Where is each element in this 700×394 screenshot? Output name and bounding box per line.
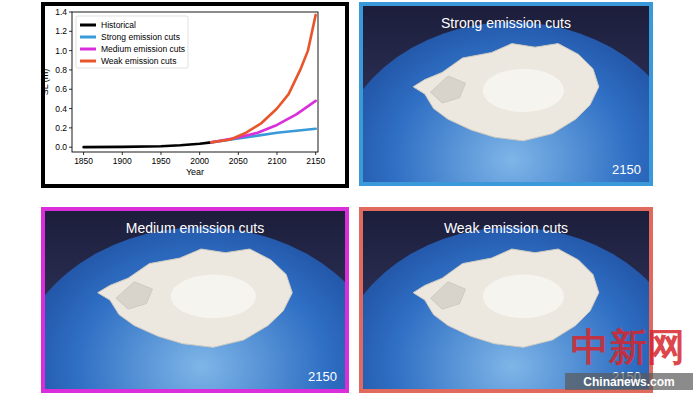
ocean <box>361 227 651 391</box>
ocean <box>43 227 347 391</box>
panel-frame <box>43 209 347 391</box>
figure: 0.0 0.2 0.4 0.6 0.8 1.0 1.2 1.4 1850 1900 1950 2000… <box>0 0 700 394</box>
panel-image <box>43 209 347 391</box>
watermark-site: Chinanews.com <box>583 375 674 389</box>
ice-shelf <box>431 76 466 103</box>
ice-dome <box>483 275 564 319</box>
y-tick-label: 1.4 <box>55 7 67 17</box>
watermark-band <box>565 373 693 390</box>
legend-label: Strong emission cuts <box>101 32 180 42</box>
antarctica-panel: Medium emission cuts 2150 <box>13 209 390 394</box>
legend-label: Weak emission cuts <box>101 56 176 66</box>
y-tick-label: 0.8 <box>55 65 67 75</box>
y-tick-label: 0.4 <box>55 104 67 114</box>
legend-box <box>76 16 188 68</box>
watermark-logo: 中新网 <box>571 325 685 369</box>
ice-dome <box>483 69 564 112</box>
x-tick-label: 2150 <box>306 156 325 166</box>
legend-label: Historical <box>101 20 136 30</box>
series-line <box>84 142 212 147</box>
panel-title: Strong emission cuts <box>441 15 571 31</box>
ice-sheet <box>413 44 599 141</box>
series-line <box>211 15 315 142</box>
legend-swatch <box>80 48 96 51</box>
x-tick-label: 1850 <box>74 156 93 166</box>
panel-year: 2150 <box>308 369 337 384</box>
y-tick-label: 1.0 <box>55 46 67 56</box>
y-tick-label: 0.2 <box>55 123 67 133</box>
panel-image <box>361 4 651 184</box>
y-axis-label: SL (m) <box>40 69 50 96</box>
y-tick-label: 1.2 <box>55 26 67 36</box>
legend-swatch <box>80 36 96 39</box>
x-tick-label: 2050 <box>229 156 248 166</box>
legend-label: Medium emission cuts <box>101 44 185 54</box>
x-tick-label: 1950 <box>152 156 171 166</box>
legend-swatch <box>80 60 96 63</box>
plot-frame <box>72 12 318 152</box>
panel-frame <box>361 4 651 184</box>
x-tick-label: 2000 <box>190 156 209 166</box>
legend-swatch <box>80 24 96 27</box>
panel-year: 2150 <box>612 162 641 177</box>
antarctica-panel: Weak emission cuts2150 <box>332 209 692 394</box>
ice-shelf <box>116 282 152 309</box>
plot-area <box>84 15 316 147</box>
panel-image <box>361 209 651 391</box>
x-tick-label: 1900 <box>113 156 132 166</box>
chart-frame <box>43 4 347 186</box>
x-axis-label: Year <box>186 167 204 177</box>
x-tick-label: 2100 <box>268 156 287 166</box>
panel-title: Medium emission cuts <box>126 220 265 236</box>
panel-title: Weak emission cuts <box>444 220 568 236</box>
ocean <box>361 22 651 184</box>
y-tick-label: 0.0 <box>55 142 67 152</box>
ice-sheet <box>98 249 293 347</box>
y-tick-label: 0.6 <box>55 84 67 94</box>
ice-shelf <box>431 282 466 309</box>
ice-dome <box>171 275 256 319</box>
